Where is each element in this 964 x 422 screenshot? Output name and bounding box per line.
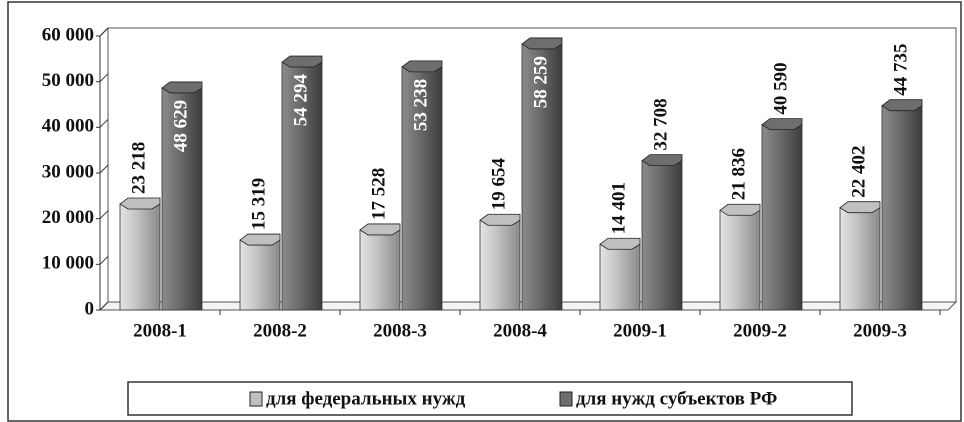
bar-top [719,203,761,216]
legend-swatch [559,391,573,407]
bar [599,243,641,311]
x-tick-label: 2009-3 [853,320,907,341]
bar-top [599,237,641,250]
value-label: 21 836 [728,148,749,200]
bar [641,160,683,311]
y-depth [99,210,109,220]
value-label: 14 401 [608,182,629,234]
y-tick-label: 30 000 [42,161,94,182]
bar [281,61,323,311]
bar-top [359,223,401,236]
bar-top [881,99,923,112]
bar [401,66,443,311]
bar-top [521,37,563,50]
x-tick-label: 2008-4 [493,320,547,341]
bar [479,219,521,311]
value-label: 40 590 [770,62,791,114]
y-tick-label: 50 000 [42,70,94,91]
y-depth [99,301,109,311]
bar-top [401,60,443,73]
bar [119,203,161,311]
y-tick-label: 10 000 [42,253,94,274]
legend-label: для нужд субъектов РФ [576,388,777,409]
value-label: 23 218 [128,142,149,194]
y-depth [99,164,109,174]
bar [239,239,281,311]
legend [127,381,853,416]
bar-top [119,197,161,210]
y-depth [99,255,109,265]
legend-label: для федеральных нужд [266,388,466,409]
y-depth [99,118,109,128]
value-label: 15 319 [248,178,269,230]
legend-box [127,381,853,416]
legend-swatch [249,391,263,407]
bar [719,209,761,311]
bar-top [839,201,881,214]
y-tick-label: 20 000 [42,207,94,228]
bar-top [161,81,203,94]
value-label: 48 629 [170,100,191,152]
bar [161,87,203,311]
value-label: 22 402 [848,145,869,197]
value-label: 44 735 [890,43,911,95]
x-tick-label: 2008-1 [133,320,187,341]
x-tick-label: 2009-1 [613,320,667,341]
value-label: 53 238 [410,79,431,131]
y-depth [99,73,109,83]
bar [839,207,881,311]
bar-top [281,55,323,68]
y-tick-label: 40 000 [42,116,94,137]
bar [359,229,401,311]
bar-top [239,233,281,246]
x-tick-label: 2009-2 [733,320,787,341]
bar [881,105,923,311]
value-label: 17 528 [368,168,389,220]
bar-top [479,213,521,226]
value-label: 32 708 [650,98,671,150]
bar [761,124,803,311]
value-label: 19 654 [488,157,509,210]
y-depth [99,27,109,37]
x-tick-label: 2008-3 [373,320,427,341]
value-label: 58 259 [530,56,551,108]
y-tick-label: 60 000 [42,24,94,45]
bar [521,43,563,311]
bar-top [761,118,803,131]
bar-top [641,154,683,167]
value-label: 54 294 [290,74,311,127]
y-tick-label: 0 [85,298,95,319]
x-tick-label: 2008-2 [253,320,307,341]
